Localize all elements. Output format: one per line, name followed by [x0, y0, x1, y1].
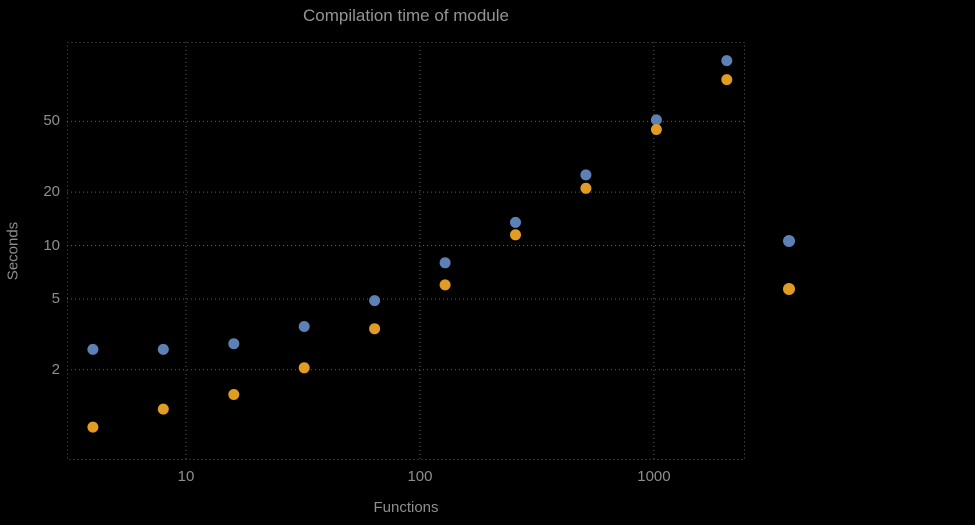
data-point-blue: [510, 216, 521, 228]
data-point-orange: [228, 389, 240, 400]
x-axis-label: Functions: [373, 499, 439, 516]
chart-title: Compilation time of module: [303, 6, 509, 25]
data-point-blue: [298, 321, 310, 332]
data-point-orange: [87, 421, 99, 433]
y-tick-label: 50: [43, 112, 60, 130]
data-point-blue: [650, 114, 662, 126]
x-tick-label: 100: [407, 468, 433, 485]
data-point-orange: [650, 124, 662, 135]
data-point-blue: [228, 338, 240, 350]
data-point-blue: [580, 169, 592, 181]
x-tick-label: 10: [177, 468, 195, 485]
plot-area: [67, 42, 745, 460]
x-tick-label: 1000: [637, 468, 671, 485]
y-tick-label: 2: [51, 360, 60, 378]
data-point-orange: [157, 403, 169, 415]
data-point-orange: [510, 229, 521, 241]
data-point-orange: [580, 182, 592, 194]
data-point-blue: [439, 257, 451, 269]
y-tick-label: 5: [51, 290, 60, 307]
data-point-orange: [298, 362, 310, 374]
data-point-blue: [721, 55, 733, 67]
data-point-orange: [369, 323, 381, 335]
data-point-orange: [439, 279, 451, 291]
legend-marker-orange: [783, 283, 795, 295]
data-point-blue: [157, 343, 169, 355]
y-tick-label: 10: [43, 236, 60, 254]
data-point-orange: [721, 74, 733, 86]
y-tick-label: 20: [43, 183, 60, 201]
legend-marker-blue: [783, 235, 795, 247]
data-point-blue: [87, 343, 99, 355]
plot-frame: [67, 42, 745, 460]
data-point-blue: [369, 295, 381, 307]
